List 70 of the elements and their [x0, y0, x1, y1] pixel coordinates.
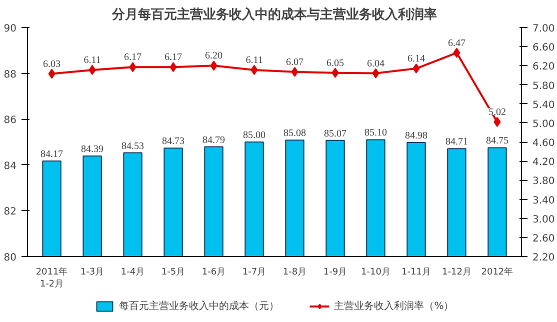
data-label: 6.03	[43, 58, 61, 70]
y2-tick-label: 2.20	[532, 252, 555, 264]
point	[250, 64, 258, 75]
x-tick-label: 1-6月	[202, 268, 226, 278]
x-tick-label: 1-7月	[242, 268, 266, 278]
y2-tick-label: 4.20	[532, 157, 555, 168]
point	[332, 68, 339, 78]
data-label: 84.71	[445, 136, 468, 148]
data-label: 84.79	[202, 134, 226, 146]
y2-tick-label: 6.60	[532, 42, 555, 54]
point	[412, 64, 420, 74]
data-label: 6.20	[205, 50, 223, 62]
data-label: 85.07	[324, 128, 346, 140]
point	[210, 60, 218, 71]
data-label: 84.75	[486, 136, 508, 147]
y-tick-label: 86	[4, 115, 17, 126]
legend-label: 主营业务收入利润率（%）	[334, 300, 454, 313]
data-label: 84.39	[81, 144, 104, 155]
y2-tick-label: 3.40	[532, 195, 555, 206]
data-label: 6.14	[407, 54, 425, 65]
data-label: 6.17	[164, 52, 182, 64]
data-label: 5.02	[488, 106, 506, 118]
x-tick-label: 2012年	[481, 266, 514, 278]
point	[372, 68, 380, 78]
y-tick-label: 90	[4, 24, 17, 34]
data-label: 84.53	[122, 140, 144, 152]
x-tick-label: 1-12月	[442, 268, 472, 278]
data-label: 84.17	[40, 149, 64, 160]
x-tick-label: 1-4月	[120, 268, 145, 278]
y2-tick-label: 3.00	[532, 214, 555, 226]
y2-tick-label: 5.80	[532, 80, 555, 92]
y2-tick-label: 7.00	[532, 24, 555, 34]
point	[453, 48, 460, 58]
x-tick-label: 1-9月	[323, 268, 348, 278]
y2-tick-label: 5.00	[532, 118, 555, 130]
chart-title: 分月每百元主营业务收入中的成本与主营业务收入利润率	[111, 6, 437, 22]
x-tick-label: 1-11月	[402, 268, 431, 278]
y-tick-label: 88	[4, 69, 17, 80]
y2-tick-label: 2.60	[532, 233, 555, 244]
data-label: 85.08	[283, 128, 306, 140]
point	[291, 66, 298, 77]
x-tick-label: 1-5月	[161, 268, 186, 278]
data-label: 6.07	[286, 56, 304, 68]
y2-tick-label: 5.40	[532, 100, 555, 111]
data-label: 84.73	[162, 136, 185, 148]
y-tick-label: 82	[4, 206, 17, 218]
legend-label: 每百元主营业务收入中的成本（元）	[119, 300, 280, 313]
x-tick-label: 1-8月	[282, 268, 307, 278]
point	[88, 64, 96, 75]
point	[48, 68, 56, 79]
data-label: 6.11	[246, 54, 263, 66]
data-label: 6.05	[326, 58, 344, 69]
data-label: 85.00	[243, 130, 266, 141]
point	[170, 62, 177, 72]
x-tick-label: 2011年 1-2月	[36, 266, 68, 290]
data-label: 6.04	[366, 58, 384, 70]
data-label: 6.47	[448, 38, 466, 49]
data-label: 85.10	[364, 128, 387, 139]
y2-tick-label: 6.20	[532, 62, 555, 73]
y-tick-label: 80	[4, 252, 17, 264]
y2-tick-label: 3.80	[532, 176, 555, 188]
point	[494, 116, 501, 127]
data-label: 6.11	[84, 54, 101, 66]
point	[129, 62, 136, 72]
x-tick-label: 1-10月	[361, 268, 390, 278]
data-label: 84.98	[404, 130, 428, 142]
y2-tick-label: 4.60	[532, 138, 555, 149]
x-tick-label: 1-3月	[80, 268, 104, 278]
data-label: 6.17	[124, 52, 142, 64]
y-tick-label: 84	[4, 160, 17, 172]
